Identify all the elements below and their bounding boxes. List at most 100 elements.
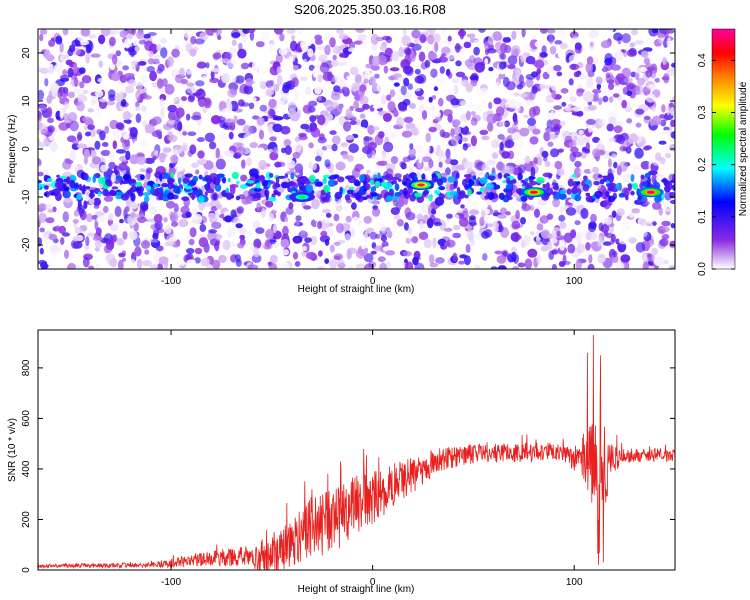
heatmap-cell bbox=[38, 89, 45, 101]
heatmap-cell bbox=[317, 45, 327, 51]
heatmap-cell bbox=[435, 76, 445, 84]
heatmap-cell bbox=[660, 179, 669, 183]
heatmap-cell bbox=[59, 109, 64, 119]
heatmap-cell bbox=[378, 55, 387, 66]
heatmap-cell bbox=[291, 77, 299, 88]
heatmap-cell bbox=[332, 198, 343, 207]
heatmap-cell bbox=[404, 261, 414, 269]
heatmap-cell bbox=[470, 238, 476, 247]
heatmap-cell bbox=[298, 132, 307, 137]
heatmap-cell bbox=[109, 36, 116, 47]
heatmap-cells bbox=[38, 29, 675, 269]
heatmap-cell bbox=[597, 174, 603, 178]
heatmap-cell bbox=[670, 119, 675, 128]
heatmap-cell bbox=[215, 203, 223, 210]
heatmap-cell bbox=[53, 63, 64, 73]
heatmap-cell bbox=[445, 51, 455, 61]
heatmap-cell bbox=[586, 78, 594, 89]
top-x-axis-label: Height of straight line (km) bbox=[298, 284, 415, 295]
heatmap-cell bbox=[479, 129, 489, 136]
heatmap-cell bbox=[267, 123, 275, 134]
heatmap-cell bbox=[370, 33, 380, 45]
heatmap-cell bbox=[438, 97, 444, 107]
heatmap-cell bbox=[317, 95, 322, 102]
heatmap-cell bbox=[232, 216, 241, 225]
x-tick-label: 100 bbox=[566, 276, 583, 287]
heatmap-cell bbox=[45, 203, 52, 210]
bottom-y-ticks: 0 200 400 600 800 bbox=[21, 359, 675, 573]
heatmap-cell bbox=[554, 160, 563, 170]
heatmap-cell bbox=[616, 134, 626, 145]
heatmap-cell bbox=[308, 142, 314, 149]
heatmap-cell bbox=[102, 205, 109, 214]
heatmap-cell bbox=[625, 146, 632, 154]
heatmap-cell bbox=[150, 206, 157, 215]
heatmap-cell bbox=[378, 160, 388, 166]
heatmap-cell bbox=[602, 241, 612, 246]
heatmap-cell bbox=[360, 40, 368, 49]
heatmap-cell bbox=[447, 72, 453, 79]
heatmap-cell bbox=[603, 229, 609, 237]
heatmap-cell bbox=[124, 137, 130, 147]
heatmap-cell bbox=[111, 172, 116, 183]
heatmap-cell bbox=[178, 218, 189, 228]
heatmap-cell bbox=[96, 216, 101, 223]
heatmap-cell bbox=[324, 29, 332, 40]
heatmap-cell bbox=[133, 40, 138, 47]
heatmap-cell bbox=[428, 96, 433, 103]
heatmap-cell bbox=[535, 240, 542, 245]
heatmap-cell bbox=[357, 245, 369, 256]
heatmap-cell bbox=[158, 256, 169, 265]
heatmap-cell bbox=[227, 88, 238, 98]
heatmap-cell bbox=[628, 133, 638, 143]
heatmap-cell bbox=[409, 143, 414, 150]
heatmap-cell bbox=[402, 156, 411, 163]
heatmap-cell bbox=[394, 192, 402, 197]
heatmap-cell bbox=[519, 74, 524, 86]
heatmap-cell bbox=[303, 205, 312, 210]
heatmap-cell bbox=[348, 143, 359, 154]
heatmap-cell bbox=[346, 249, 351, 260]
heatmap-cell bbox=[149, 238, 159, 243]
heatmap-cell bbox=[613, 32, 623, 41]
heatmap-cell bbox=[439, 66, 445, 74]
heatmap-cell bbox=[69, 151, 77, 161]
heatmap-cell bbox=[229, 184, 236, 195]
heatmap-cell bbox=[207, 175, 212, 180]
heatmap-cell bbox=[253, 238, 262, 249]
heatmap-cell bbox=[153, 213, 163, 223]
heatmap-cell bbox=[647, 253, 652, 261]
heatmap-cell bbox=[214, 233, 223, 241]
colorbar-gradient bbox=[711, 28, 736, 270]
heatmap-cell bbox=[481, 135, 490, 141]
heatmap-cell bbox=[318, 147, 323, 155]
heatmap-cell bbox=[586, 118, 596, 125]
heatmap-cell bbox=[661, 76, 670, 81]
heatmap-cell bbox=[363, 253, 374, 263]
heatmap-cell bbox=[647, 176, 651, 185]
heatmap-cell bbox=[91, 95, 99, 105]
heatmap-cell bbox=[296, 29, 303, 35]
heatmap-cell bbox=[79, 81, 85, 89]
heatmap-cell bbox=[347, 265, 354, 269]
heatmap-cell bbox=[383, 246, 390, 252]
heatmap-cell bbox=[564, 135, 573, 144]
heatmap-cell bbox=[163, 217, 168, 223]
heatmap-cell bbox=[387, 101, 396, 112]
heatmap-cell bbox=[208, 212, 216, 219]
heatmap-cell bbox=[154, 150, 159, 156]
heatmap-cell bbox=[115, 122, 125, 130]
heatmap-cell bbox=[561, 101, 567, 107]
heatmap-cell bbox=[604, 53, 613, 63]
heatmap-cell bbox=[550, 126, 560, 132]
heatmap-cell bbox=[98, 98, 107, 103]
heatmap-cell bbox=[382, 35, 391, 41]
heatmap-cell bbox=[72, 236, 79, 242]
heatmap-cell bbox=[133, 222, 139, 232]
heatmap-cell bbox=[598, 118, 607, 127]
heatmap-cell bbox=[564, 107, 573, 112]
heatmap-cell bbox=[340, 142, 349, 148]
heatmap-cell bbox=[640, 160, 651, 170]
heatmap-cell bbox=[610, 64, 621, 71]
heatmap-cell bbox=[597, 97, 603, 106]
